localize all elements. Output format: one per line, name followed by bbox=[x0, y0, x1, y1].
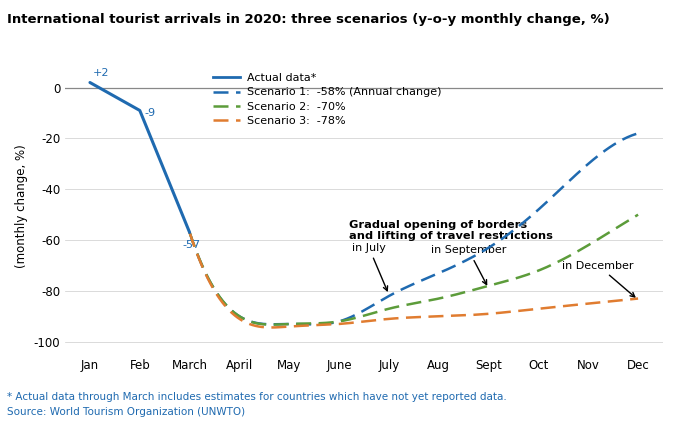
Text: * Actual data through March includes estimates for countries which have not yet : * Actual data through March includes est… bbox=[7, 392, 506, 402]
Text: -57: -57 bbox=[182, 240, 200, 250]
Text: Gradual opening of borders
and lifting of travel restrictions: Gradual opening of borders and lifting o… bbox=[349, 220, 553, 241]
Text: +2: +2 bbox=[92, 68, 109, 78]
Legend: Actual data*, Scenario 1:  -58% (Annual change), Scenario 2:  -70%, Scenario 3: : Actual data*, Scenario 1: -58% (Annual c… bbox=[208, 69, 446, 131]
Text: in September: in September bbox=[431, 245, 506, 285]
Text: International tourist arrivals in 2020: three scenarios (y-o-y monthly change, %: International tourist arrivals in 2020: … bbox=[7, 13, 610, 26]
Text: in December: in December bbox=[563, 261, 635, 297]
Y-axis label: (monthly change, %): (monthly change, %) bbox=[15, 144, 28, 268]
Text: -9: -9 bbox=[145, 107, 156, 117]
Text: in July: in July bbox=[352, 243, 388, 291]
Text: Source: World Tourism Organization (UNWTO): Source: World Tourism Organization (UNWT… bbox=[7, 407, 245, 417]
